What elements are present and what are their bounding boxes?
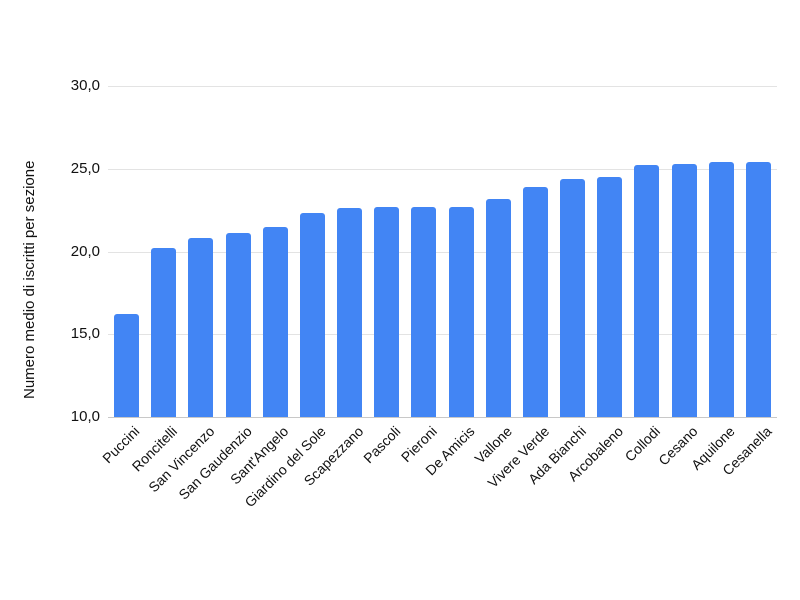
bar-pieroni[interactable]	[411, 206, 437, 417]
y-axis-title: Numero medio di iscritti per sezione	[21, 160, 38, 400]
bar-vivere-verde[interactable]	[522, 186, 548, 417]
bar-ada-bianchi[interactable]	[560, 178, 586, 417]
bar-de-amicis[interactable]	[448, 206, 474, 417]
plot-area	[108, 86, 777, 418]
y-gridline	[108, 334, 777, 336]
bar-aquilone[interactable]	[708, 162, 734, 417]
bar-sant-angelo[interactable]	[262, 226, 288, 417]
bar-scapezzano[interactable]	[337, 208, 363, 417]
bar-collodi[interactable]	[634, 165, 660, 417]
bar-roncitelli[interactable]	[151, 248, 177, 417]
y-gridline	[108, 168, 777, 170]
bar-vallone[interactable]	[485, 198, 511, 417]
y-gridline	[108, 86, 777, 87]
bar-puccini[interactable]	[114, 314, 140, 417]
y-tick-label: 20,0	[70, 242, 100, 260]
bar-san-vincenzo[interactable]	[188, 238, 214, 417]
bar-san-gaudenzio[interactable]	[225, 233, 251, 417]
y-tick-label: 25,0	[70, 159, 100, 177]
y-gridline	[108, 251, 777, 253]
y-tick-label: 30,0	[70, 77, 100, 94]
x-tick-label: Pascoli	[359, 423, 404, 467]
x-axis-baseline	[108, 417, 777, 418]
bar-pascoli[interactable]	[374, 206, 400, 417]
bar-cesanella[interactable]	[745, 162, 771, 417]
bar-cesano[interactable]	[671, 163, 697, 417]
y-tick-label: 10,0	[70, 408, 100, 425]
bar-giardino-del-sole[interactable]	[299, 213, 325, 417]
bar-arcobaleno[interactable]	[597, 177, 623, 417]
y-tick-label: 15,0	[70, 325, 100, 343]
